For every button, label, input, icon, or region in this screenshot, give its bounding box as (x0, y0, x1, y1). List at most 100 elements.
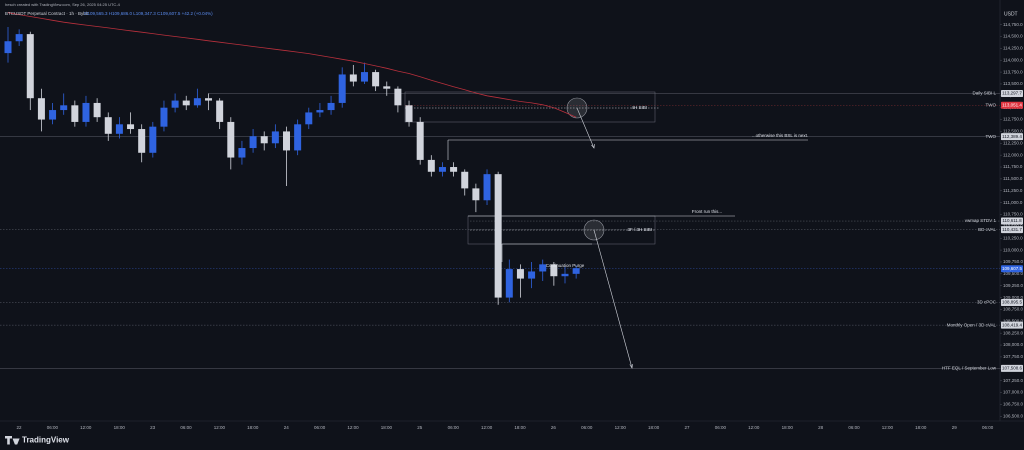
candle-body (49, 110, 57, 120)
candle-body (450, 167, 458, 172)
price-box (1001, 133, 1023, 141)
price-box-label: 109,607.5 (1002, 266, 1023, 271)
x-tick-label: 18:00 (648, 425, 660, 430)
candle-body (271, 131, 279, 144)
candle-body (327, 102, 335, 111)
price-box (1001, 90, 1023, 98)
annotation: ...otherwise this BSL is next. (752, 133, 808, 138)
candle-body (494, 174, 502, 298)
y-tick-label: 114,000.0 (1003, 57, 1023, 62)
x-tick-label: 12:00 (748, 425, 760, 430)
x-tick-label: 25 (417, 425, 423, 430)
x-tick-label: 18:00 (381, 425, 393, 430)
candle-body (149, 126, 157, 153)
y-tick-label: 109,250.0 (1003, 283, 1024, 288)
x-tick-label: 29 (952, 425, 958, 430)
candle-body (104, 117, 112, 134)
candle-body (115, 124, 123, 134)
x-tick-label: 12:00 (481, 425, 493, 430)
y-tick-label: 113,500.0 (1003, 81, 1023, 86)
y-tick-label: 111,000.0 (1003, 200, 1023, 205)
watermark: hesch created with TradingView.com, Sep … (5, 2, 121, 7)
price-box-label: 110,611.8 (1002, 218, 1022, 223)
price-box-label: 107,508.6 (1002, 366, 1023, 371)
candle-body (227, 121, 235, 158)
candle-body (182, 100, 190, 106)
x-tick-label: 18:00 (247, 425, 259, 430)
candle-body (171, 100, 179, 108)
y-tick-label: 114,750.0 (1003, 22, 1023, 27)
candle-body (160, 107, 168, 127)
candle-body (394, 88, 402, 106)
level-name: BD cVAL (978, 227, 996, 232)
y-tick-label: 106,750.0 (1003, 402, 1024, 407)
candles (4, 12, 580, 305)
price-box-label: 108,895.5 (1002, 300, 1023, 305)
annotation: 3F / 3H SIBI (627, 227, 652, 232)
level-name: TWO (986, 102, 997, 107)
x-tick-label: 06:00 (180, 425, 192, 430)
brand-name: TradingView (22, 436, 70, 445)
y-tick-label: 109,000.0 (1003, 295, 1024, 300)
y-tick-label: 111,250.0 (1003, 188, 1023, 193)
candle-body (528, 271, 536, 279)
level-name: HTF EQL / September Low (942, 366, 997, 371)
candle-body (316, 110, 324, 113)
y-tick-label: 114,500.0 (1003, 34, 1023, 39)
candle-body (349, 74, 357, 82)
candle-body (82, 102, 90, 122)
x-tick-label: 12:00 (347, 425, 359, 430)
candle-body (539, 264, 547, 272)
level-name: vwmap STDV 1 (965, 218, 997, 223)
annotation: Continuation Purge (546, 263, 585, 268)
candle-body (26, 34, 34, 99)
y-tick-label: 108,750.0 (1003, 307, 1024, 312)
x-tick-label: 12:00 (80, 425, 92, 430)
candle-body (472, 188, 480, 201)
y-tick-label: 111,750.0 (1003, 164, 1023, 169)
price-box-label: 108,419.4 (1002, 322, 1023, 327)
candle-body (561, 273, 569, 277)
candle-body (138, 129, 146, 153)
x-tick-label: 28 (818, 425, 824, 430)
x-tick-label: 06:00 (982, 425, 994, 430)
x-tick-label: 12:00 (615, 425, 627, 430)
y-tick-label: 110,000.0 (1003, 247, 1023, 252)
level-name: Monthly Open / 3D cVAL (947, 322, 997, 327)
y-tick-label: 114,250.0 (1003, 46, 1023, 51)
candle-body (127, 124, 135, 130)
candle-body (205, 98, 213, 101)
y-tick-label: 107,750.0 (1003, 354, 1024, 359)
candle-body (416, 121, 424, 160)
candle-body (60, 105, 68, 111)
y-tick-label: 108,250.0 (1003, 330, 1024, 335)
price-box (1001, 217, 1023, 225)
x-tick-label: 24 (284, 425, 290, 430)
sibi-zone (404, 91, 656, 123)
ohlc-readout: O109,565.3 H109,686.0 L109,347.3 C109,60… (84, 11, 213, 16)
candle-body (15, 34, 23, 42)
brand-logo (5, 436, 20, 445)
candle-body (427, 159, 435, 172)
price-box-label: 110,431.7 (1002, 227, 1022, 232)
candle-body (238, 148, 246, 158)
y-tick-label: 110,250.0 (1003, 235, 1023, 240)
arrow (593, 229, 633, 369)
y-tick-label: 112,250.0 (1003, 140, 1023, 145)
y-tick-label: 112,500.0 (1003, 129, 1023, 134)
candle-body (93, 102, 101, 118)
x-tick-label: 12:00 (214, 425, 226, 430)
y-tick-label: 110,500.0 (1003, 224, 1023, 229)
labels: 106,500.0 106,750.0 107,000.0 107,250.0 107,… (16, 22, 1023, 430)
y-tick-label: 107,250.0 (1003, 378, 1024, 383)
y-tick-label: 113,750.0 (1003, 69, 1023, 74)
symbol-title: BTCUSDT Perpetual Contract · 1h · Bybit (5, 11, 89, 16)
grid (0, 24, 1002, 417)
candle-body (461, 171, 469, 189)
y-tick-label: 112,750.0 (1003, 117, 1023, 122)
candle-body (216, 100, 224, 122)
candle-body (405, 105, 413, 122)
price-box (1001, 299, 1023, 307)
